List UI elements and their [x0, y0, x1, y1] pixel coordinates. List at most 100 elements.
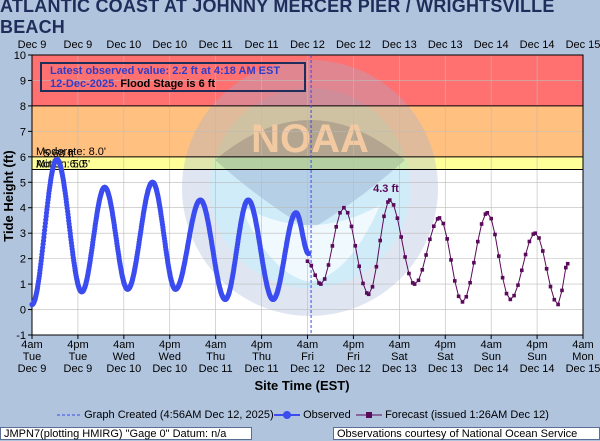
- forecast-point: [410, 281, 415, 285]
- forecast-point: [489, 216, 493, 221]
- forecast-point: [382, 214, 386, 219]
- y-tick-label: 10: [14, 50, 26, 62]
- x-tick-label: Wed: [159, 351, 181, 363]
- x-tick-label: 4pm: [343, 339, 364, 351]
- top-date-label: Dec 9: [64, 39, 93, 51]
- x-axis-label: Site Time (EST): [254, 378, 349, 393]
- forecast-point: [500, 275, 505, 280]
- forecast-point: [342, 205, 346, 210]
- x-tick-label: Sat: [391, 351, 408, 363]
- forecast-point: [460, 300, 465, 304]
- forecast-point: [476, 239, 480, 244]
- x-tick-label: Dec 12: [290, 363, 325, 375]
- gage-datum-footer: JMPN7(plotting HMIRG) "Gage 0" Datum: n/…: [0, 427, 252, 440]
- x-tick-label: Dec 9: [64, 363, 93, 375]
- forecast-point: [378, 238, 382, 243]
- top-date-label: Dec 12: [290, 39, 325, 51]
- top-date-label: Dec 10: [106, 39, 141, 51]
- legend-forecast: Forecast (issued 1:26AM Dec 12): [356, 409, 549, 421]
- forecast-series: [305, 198, 570, 307]
- legend-observed-label: Observed: [303, 409, 351, 421]
- x-tick-label: 4am: [480, 339, 501, 351]
- chart-legend: Graph Created (4:56AM Dec 12, 2025) Obse…: [0, 407, 600, 423]
- forecast-point: [564, 265, 568, 270]
- forecast-point: [523, 252, 528, 257]
- forecast-point: [370, 285, 375, 289]
- x-tick-label: Mon: [572, 351, 593, 363]
- forecast-point: [334, 225, 338, 229]
- chart-annotations: 4.3 ft 5.68 ft: [43, 148, 399, 195]
- x-tick-label: Dec 11: [199, 363, 233, 375]
- y-tick-label: 8: [20, 101, 26, 113]
- forecast-point: [412, 282, 417, 286]
- forecast-point: [357, 264, 361, 269]
- forecast-point: [388, 198, 392, 202]
- forecast-point: [330, 244, 335, 248]
- threshold-label: Action: 5.5': [36, 159, 90, 171]
- forecast-point: [453, 279, 457, 283]
- x-tick-label: Dec 11: [245, 363, 279, 375]
- x-tick-label: Dec 9: [18, 363, 47, 375]
- y-tick-label: 9: [20, 75, 26, 87]
- y-axis: -1 0 1 2 3 4 5 6 7 8 9 10: [14, 50, 32, 342]
- forecast-point: [399, 235, 403, 239]
- y-axis-label: Tide Height (ft): [1, 150, 16, 241]
- forecast-point: [322, 277, 327, 281]
- forecast-point: [508, 297, 513, 302]
- x-tick-label: Thu: [252, 351, 271, 363]
- x-tick-label: Dec 12: [336, 363, 371, 375]
- observed-series: [29, 156, 312, 308]
- forecast-point: [520, 268, 524, 273]
- forecast-point: [319, 282, 323, 286]
- top-date-label: Dec 11: [245, 39, 279, 51]
- x-tick-label: Dec 15: [566, 363, 600, 375]
- y-tick-label: 4: [20, 203, 26, 215]
- forecast-point: [305, 259, 310, 263]
- latest-observation-note: Latest observed value: 2.2 ft at 4:18 AM…: [40, 62, 306, 92]
- top-date-label: Dec 12: [336, 39, 371, 51]
- top-date-label: Dec 11: [199, 39, 233, 51]
- x-tick-label: 4pm: [67, 339, 88, 351]
- forecast-point: [445, 237, 449, 241]
- x-tick-label: Tue: [23, 351, 42, 363]
- latest-observed-line: Latest observed value: 2.2 ft at 4:18 AM…: [50, 65, 281, 77]
- forecast-point: [548, 284, 553, 289]
- forecast-point: [556, 302, 560, 307]
- forecast-point: [345, 210, 350, 215]
- forecast-point: [435, 217, 440, 221]
- observations-credit-footer: Observations courtesy of National Ocean …: [333, 427, 600, 440]
- x-tick-label: Thu: [206, 351, 225, 363]
- forecast-point: [416, 278, 421, 283]
- svg-text:NOAA: NOAA: [251, 117, 369, 161]
- forecast-point: [472, 260, 476, 265]
- forecast-point: [424, 253, 428, 257]
- x-tick-label: Sat: [437, 351, 454, 363]
- y-tick-label: 2: [20, 254, 26, 266]
- latest-observed-date: 12-Dec-2025.: [50, 78, 118, 90]
- legend-forecast-label: Forecast (issued 1:26AM Dec 12): [385, 409, 549, 421]
- forecast-point: [374, 264, 379, 269]
- x-tick-label: 4pm: [251, 339, 272, 351]
- y-tick-label: 1: [20, 279, 26, 291]
- forecast-point: [533, 231, 537, 235]
- forecast-point: [516, 283, 520, 287]
- forecast-point: [552, 297, 557, 302]
- forecast-point: [366, 292, 371, 297]
- forecast-point: [407, 271, 411, 276]
- forecast-point: [464, 295, 469, 299]
- forecast-point: [531, 232, 536, 236]
- forecast-point: [497, 254, 501, 258]
- forecast-point: [349, 224, 354, 229]
- peak-annotation: 5.68 ft: [43, 148, 74, 160]
- forecast-point: [386, 200, 390, 204]
- x-tick-label: 4am: [572, 339, 593, 351]
- x-tick-label: 4pm: [435, 339, 456, 351]
- forecast-point: [317, 281, 321, 285]
- x-tick-label: Dec 13: [382, 363, 417, 375]
- x-tick-label: 4am: [21, 339, 42, 351]
- page-title: ATLANTIC COAST AT JOHNNY MERCER PIER / W…: [0, 0, 555, 37]
- forecast-point: [403, 255, 407, 259]
- threshold-label: Moderate: 8.0': [36, 146, 106, 158]
